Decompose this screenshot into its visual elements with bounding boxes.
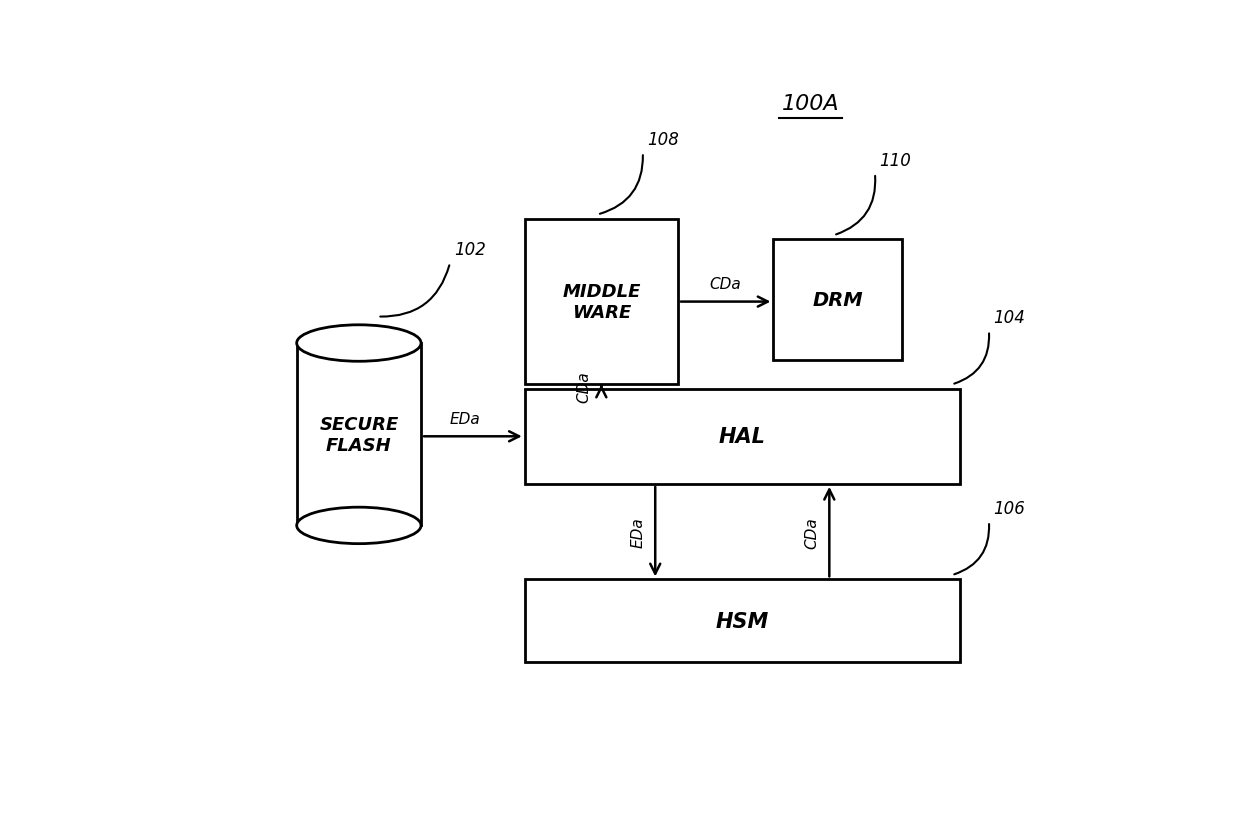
FancyBboxPatch shape	[296, 344, 422, 526]
FancyBboxPatch shape	[774, 240, 901, 360]
Text: HAL: HAL	[719, 426, 766, 447]
Ellipse shape	[296, 325, 422, 362]
Text: DRM: DRM	[812, 291, 863, 310]
FancyBboxPatch shape	[525, 219, 678, 385]
Text: CDa: CDa	[805, 516, 820, 548]
Text: HSM: HSM	[715, 611, 769, 631]
Text: SECURE
FLASH: SECURE FLASH	[319, 416, 398, 454]
FancyBboxPatch shape	[525, 389, 960, 484]
Text: 102: 102	[454, 241, 486, 259]
Ellipse shape	[296, 508, 422, 544]
Text: 100A: 100A	[782, 94, 839, 113]
Text: EDa: EDa	[630, 517, 645, 547]
Text: EDa: EDa	[449, 411, 480, 426]
Text: CDa: CDa	[709, 277, 742, 291]
Text: CDa: CDa	[577, 371, 591, 403]
Text: 106: 106	[993, 499, 1025, 518]
Text: 110: 110	[879, 152, 911, 170]
FancyBboxPatch shape	[525, 580, 960, 662]
Text: MIDDLE
WARE: MIDDLE WARE	[562, 283, 641, 321]
Text: 108: 108	[647, 131, 678, 149]
Text: 104: 104	[993, 309, 1025, 327]
